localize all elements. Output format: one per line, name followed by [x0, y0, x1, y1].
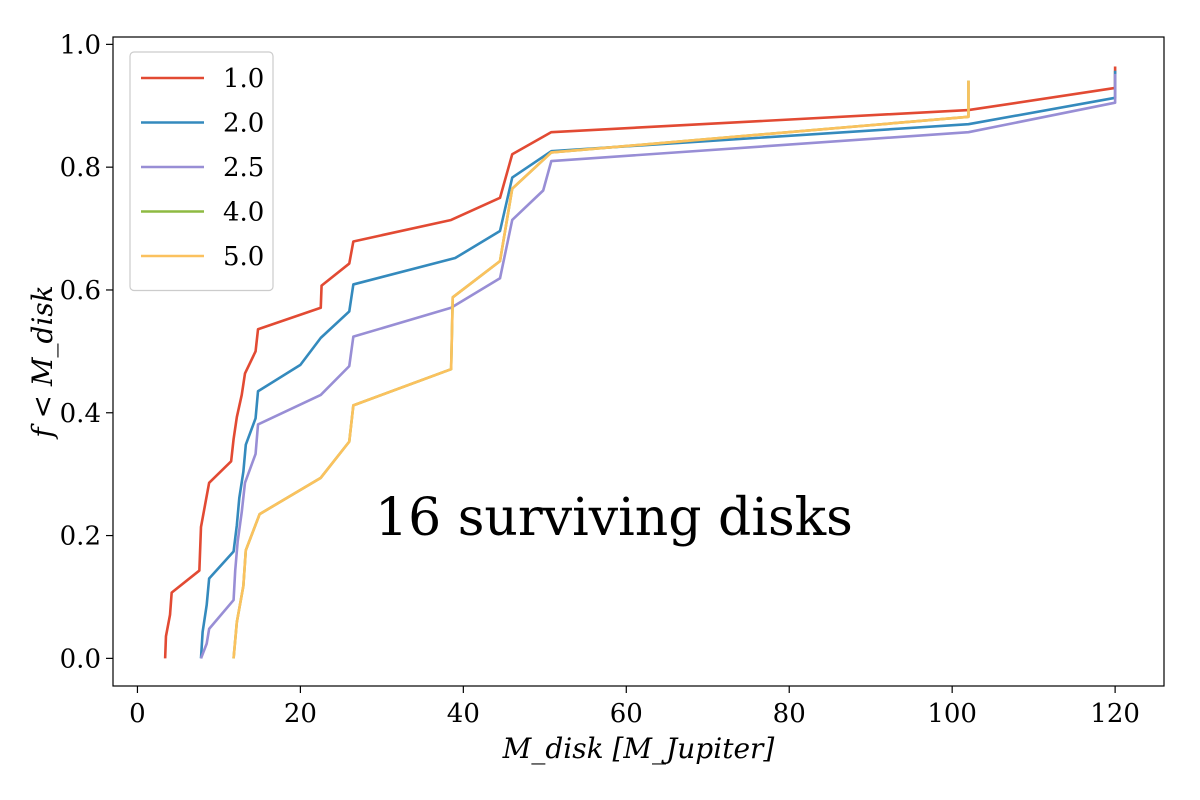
x-tick-label: 0	[129, 699, 146, 729]
series-line-2-5	[199, 73, 1117, 659]
x-axis-label: M_disk [M_Jupiter]	[502, 732, 775, 765]
x-axis: 0 20 40 60 80 100 120	[129, 686, 1140, 729]
x-tick-label: 80	[773, 699, 806, 729]
plot-frame	[112, 36, 1165, 687]
legend-label: 5.0	[223, 242, 264, 272]
y-axis-title: f < M_disk	[26, 285, 59, 440]
x-tick-label: 20	[284, 699, 317, 729]
series-line-2-0	[199, 70, 1117, 659]
y-axis-label: f < M_disk	[26, 285, 59, 440]
series-layer	[163, 66, 1117, 659]
series-line-5-0	[232, 80, 970, 659]
annotation-text: 16 surviving disks	[375, 488, 853, 548]
legend-label: 1.0	[223, 64, 264, 94]
y-tick-label: 1.0	[60, 30, 101, 60]
x-tick-label: 120	[1090, 699, 1140, 729]
x-tick-label: 60	[610, 699, 643, 729]
y-tick-label: 0.0	[60, 644, 101, 674]
y-tick-label: 0.2	[60, 522, 101, 552]
legend-box	[129, 51, 274, 292]
x-tick-label: 40	[447, 699, 480, 729]
legend-label: 2.5	[223, 153, 264, 183]
legend-label: 4.0	[223, 198, 264, 228]
y-tick-label: 0.4	[60, 399, 101, 429]
x-axis-title: M_disk [M_Jupiter]	[502, 732, 775, 765]
legend-label: 2.0	[223, 109, 264, 139]
y-tick-label: 0.6	[60, 276, 101, 306]
y-tick-label: 0.8	[60, 153, 101, 183]
x-tick-label: 100	[927, 699, 977, 729]
legend: 1.0 2.0 2.5 4.0 5.0	[129, 51, 274, 292]
series-line-1-0	[163, 66, 1117, 659]
y-axis: 0.0 0.2 0.4 0.6 0.8 1.0	[60, 30, 113, 674]
